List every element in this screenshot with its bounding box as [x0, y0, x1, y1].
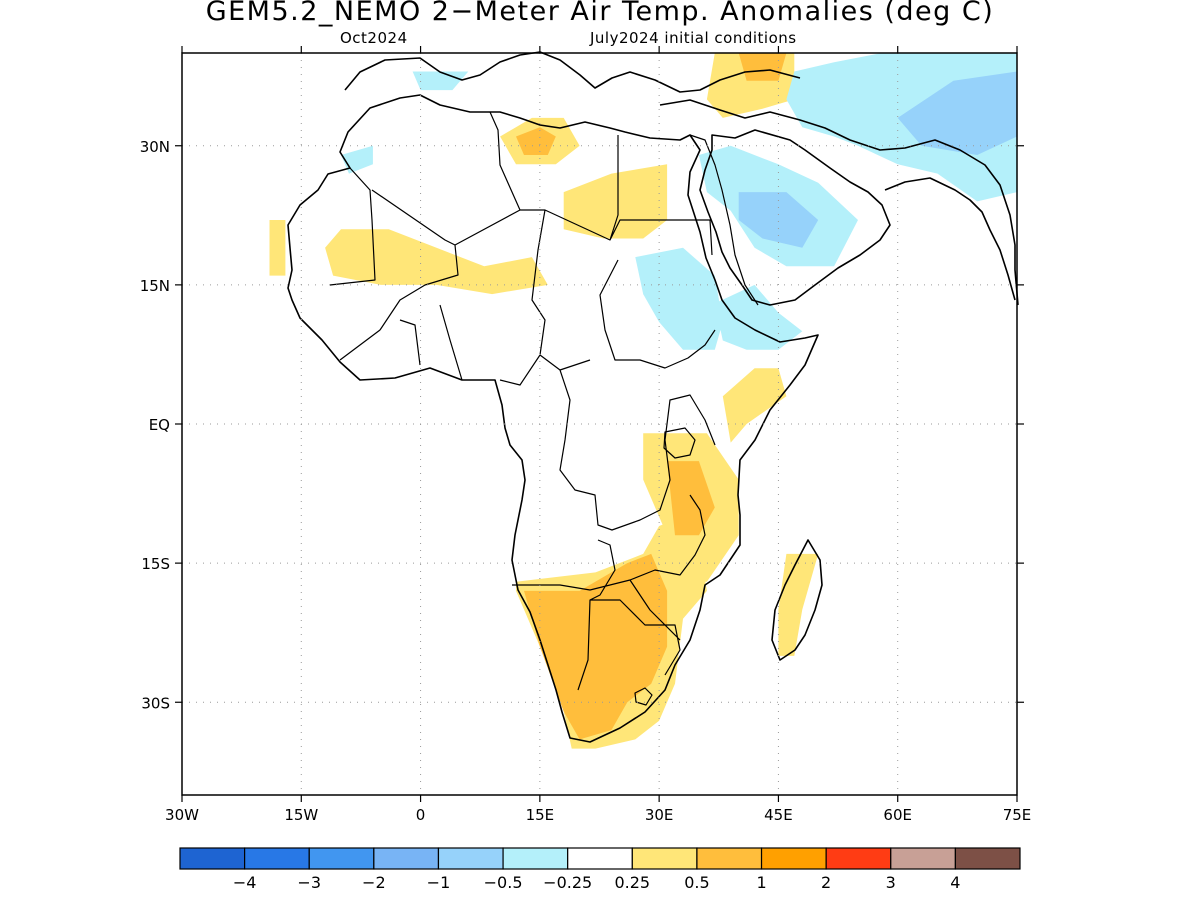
colorbar-label-0: −4 [233, 873, 257, 892]
x-tick-label-5: 45E [764, 806, 793, 824]
colorbar-swatch-3 [373, 847, 440, 870]
colorbar-swatch-9 [760, 847, 827, 870]
colorbar-label-7: 0.5 [684, 873, 709, 892]
anomaly-region-1 [325, 229, 548, 295]
colorbar-swatch-12 [954, 847, 1021, 870]
anomaly-region-18 [412, 71, 469, 91]
anomaly-region-8 [778, 553, 819, 656]
colorbar-swatch-6 [567, 847, 633, 870]
madagascar-coastline [771, 539, 823, 661]
y-tick-label-3: 15S [141, 555, 170, 573]
initial-conditions: July2024 initial conditions [590, 29, 797, 47]
y-tick-label-1: 15N [140, 277, 170, 295]
lesotho-border [634, 687, 653, 706]
colorbar-swatch-7 [631, 847, 698, 870]
colorbar-swatch-0 [179, 847, 246, 870]
y-tick-label-0: 30N [140, 138, 170, 156]
colorbar-swatch-8 [696, 847, 763, 870]
x-tick-label-3: 15E [526, 806, 555, 824]
anomaly-region-19 [738, 192, 819, 248]
x-tick-label-2: 0 [416, 806, 426, 824]
anomaly-fill-layer [269, 53, 1017, 749]
colorbar-swatch-1 [244, 847, 310, 870]
anomaly-region-0 [269, 220, 286, 276]
anomaly-region-2 [563, 164, 668, 239]
arabia-coastline [699, 129, 891, 306]
colorbar-label-6: 0.25 [614, 873, 650, 892]
colorbar-swatch-4 [437, 847, 504, 870]
colorbar-label-4: −0.5 [484, 873, 523, 892]
colorbar-label-9: 2 [821, 873, 831, 892]
colorbar-label-1: −3 [297, 873, 321, 892]
x-tick-label-4: 30E [645, 806, 674, 824]
anomaly-region-9 [524, 553, 668, 740]
colorbar-label-2: −2 [362, 873, 386, 892]
gridlines [182, 53, 1017, 795]
x-tick-label-6: 60E [883, 806, 912, 824]
colorbar-swatch-2 [308, 847, 375, 870]
x-tick-label-1: 15W [284, 806, 318, 824]
south-asia-coastline [884, 177, 1016, 301]
anomaly-region-12 [738, 53, 787, 81]
forecast-month: Oct2024 [340, 29, 408, 47]
coastline-layer [287, 51, 1019, 743]
colorbar-label-11: 4 [950, 873, 960, 892]
colorbar-label-3: −1 [427, 873, 451, 892]
anomaly-region-20 [897, 71, 1017, 155]
anomaly-region-11 [516, 127, 556, 155]
colorbar-label-8: 1 [756, 873, 766, 892]
anomaly-region-5 [722, 368, 787, 443]
red-sea-west [689, 134, 759, 306]
europe-coastline [344, 51, 801, 93]
map-title: GEM5.2_NEMO 2−Meter Air Temp. Anomalies … [205, 0, 995, 27]
turkey-coastline [659, 99, 1019, 306]
country-borders [329, 111, 716, 691]
victoria-lake [663, 427, 696, 459]
y-tick-label-2: EQ [149, 416, 170, 434]
x-tick-label-0: 30W [165, 806, 199, 824]
colorbar-swatch-11 [890, 847, 956, 870]
colorbar-swatch-10 [825, 847, 892, 870]
anomaly-region-15 [635, 247, 723, 350]
colorbar-label-5: −0.25 [543, 873, 592, 892]
y-tick-label-4: 30S [141, 694, 170, 712]
x-tick-label-7: 75E [1003, 806, 1032, 824]
axis-ticks: 30W 15W 0 15E 30E 45E 60E 75E 30N 15N EQ 15S 30S [140, 46, 1032, 824]
anomaly-region-16 [714, 284, 803, 350]
anomaly-region-10 [667, 461, 715, 536]
colorbar-swatch-5 [502, 847, 569, 870]
africa-coastline [287, 94, 819, 743]
colorbar-label-10: 3 [886, 873, 896, 892]
colorbar: −4 −3 −2 −1 −0.5 −0.25 0.25 0.5 1 2 3 4 [179, 847, 1021, 892]
